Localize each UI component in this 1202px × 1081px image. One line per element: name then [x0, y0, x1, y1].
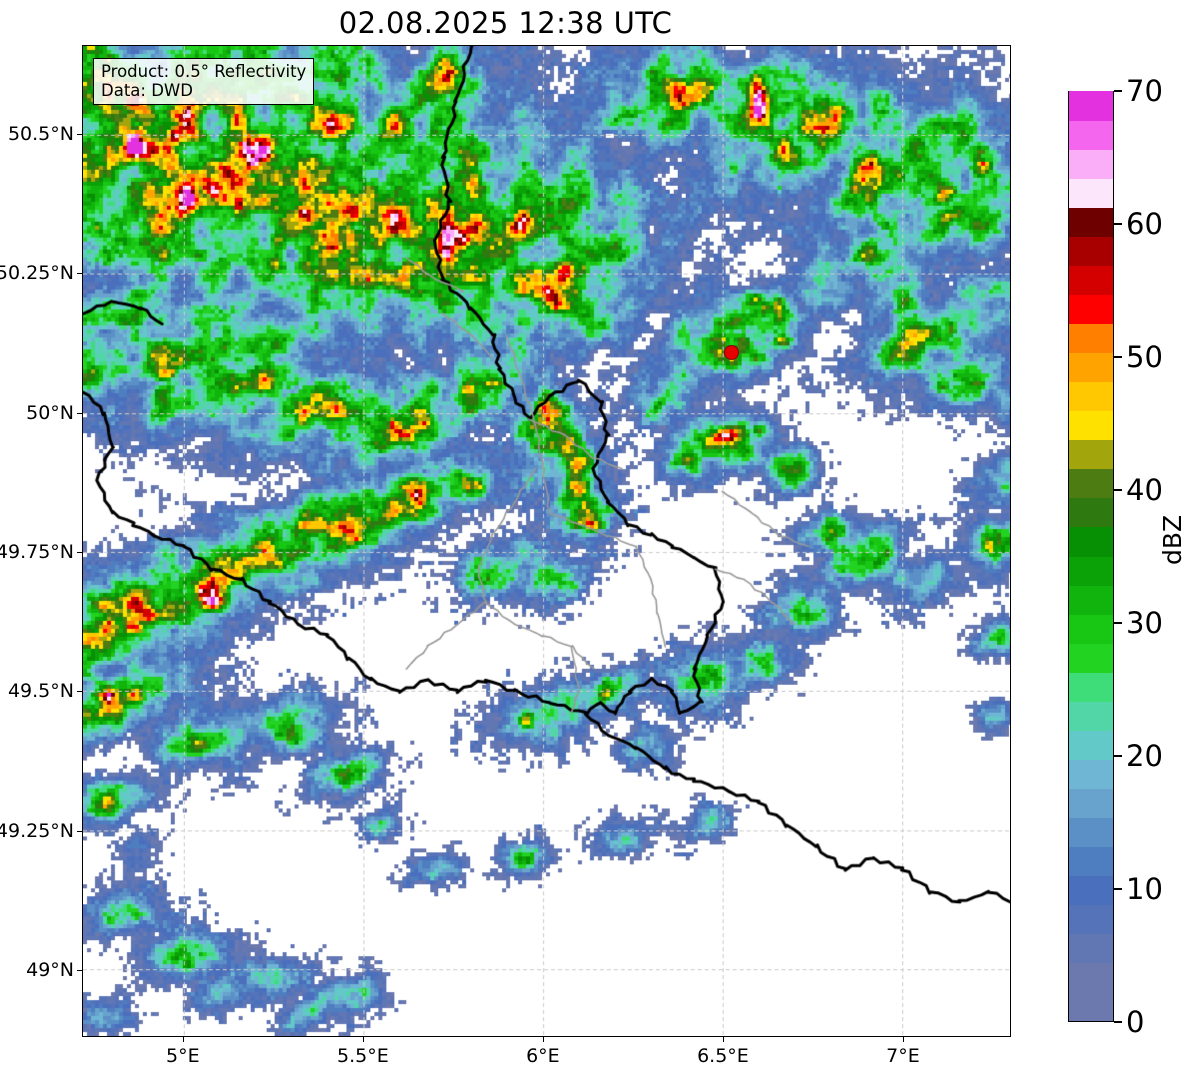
x-tick-label: 5°E [166, 1045, 200, 1067]
y-tickmark [77, 552, 82, 554]
x-tickmark [182, 1037, 184, 1042]
x-tickmark [362, 1037, 364, 1042]
colorbar-segment [1069, 468, 1113, 499]
colorbar-tick-label: 0 [1126, 1005, 1145, 1039]
colorbar-segment [1069, 178, 1113, 209]
colorbar-tickmark [1114, 489, 1122, 491]
colorbar-title: dBZ [1158, 514, 1187, 565]
colorbar-segment [1069, 120, 1113, 151]
colorbar-segment [1069, 497, 1113, 528]
y-tick-label: 50°N [26, 401, 74, 424]
x-tick-label: 6.5°E [697, 1045, 749, 1067]
colorbar-tickmark [1114, 622, 1122, 624]
colorbar-segment [1069, 526, 1113, 557]
colorbar-tick-label: 20 [1126, 739, 1163, 773]
colorbar-segment [1069, 846, 1113, 876]
info-product-line: Product: 0.5° Reflectivity [101, 62, 307, 81]
page-title: 02.08.2025 12:38 UTC [338, 6, 673, 40]
colorbar-segment [1069, 352, 1113, 383]
y-tick-label: 49.25°N [0, 819, 74, 842]
colorbar-segment [1069, 410, 1113, 441]
y-tickmark [77, 134, 82, 136]
colorbar-tickmark [1114, 356, 1122, 358]
colorbar-segment [1069, 933, 1113, 963]
map-axes: Product: 0.5° Reflectivity Data: DWD [82, 45, 1011, 1037]
x-tickmark [542, 1037, 544, 1042]
colorbar-segment [1069, 236, 1113, 267]
colorbar-gradient [1068, 91, 1114, 1022]
colorbar-segment [1069, 294, 1113, 325]
colorbar-tickmark [1114, 1021, 1122, 1023]
colorbar-tick-label: 10 [1126, 872, 1163, 906]
colorbar-tickmark [1114, 90, 1122, 92]
x-tick-label: 5.5°E [336, 1045, 389, 1067]
colorbar-segment [1069, 788, 1113, 818]
y-tickmark [77, 273, 82, 275]
colorbar-segment [1069, 614, 1113, 644]
colorbar-segment [1069, 701, 1113, 731]
colorbar-segment [1069, 904, 1113, 934]
product-info-box: Product: 0.5° Reflectivity Data: DWD [93, 58, 315, 105]
colorbar [1068, 91, 1114, 1022]
colorbar-segment [1069, 672, 1113, 702]
colorbar-tick-label: 50 [1126, 340, 1163, 374]
y-tick-label: 49.5°N [7, 680, 74, 703]
info-data-line: Data: DWD [101, 81, 193, 100]
colorbar-segment [1069, 323, 1113, 354]
y-tick-label: 49°N [26, 959, 74, 982]
colorbar-segment [1069, 381, 1113, 412]
colorbar-tick-label: 60 [1126, 207, 1163, 241]
colorbar-tick-label: 30 [1126, 606, 1163, 640]
colorbar-segment [1069, 991, 1113, 1021]
x-tickmark [722, 1037, 724, 1042]
y-tick-label: 50.5°N [7, 123, 74, 146]
y-tick-label: 50.25°N [0, 262, 74, 285]
y-tickmark [77, 970, 82, 972]
radar-site-marker[interactable] [723, 345, 739, 361]
colorbar-segment [1069, 759, 1113, 789]
colorbar-segment [1069, 643, 1113, 673]
colorbar-segment [1069, 817, 1113, 847]
x-tickmark [902, 1037, 904, 1042]
colorbar-segment [1069, 91, 1113, 122]
colorbar-segment [1069, 207, 1113, 238]
colorbar-segment [1069, 149, 1113, 180]
colorbar-segment [1069, 875, 1113, 905]
y-tick-label: 49.75°N [0, 541, 74, 564]
country-borders-layer [83, 46, 1010, 1036]
colorbar-tickmark [1114, 755, 1122, 757]
colorbar-segment [1069, 439, 1113, 470]
y-tickmark [77, 412, 82, 414]
colorbar-tick-label: 40 [1126, 473, 1163, 507]
y-tickmark [77, 830, 82, 832]
colorbar-segment [1069, 730, 1113, 760]
x-tick-label: 7°E [886, 1045, 920, 1067]
colorbar-segment [1069, 555, 1113, 586]
x-tick-label: 6°E [526, 1045, 560, 1067]
colorbar-segment [1069, 962, 1113, 992]
colorbar-tickmark [1114, 223, 1122, 225]
y-tickmark [77, 691, 82, 693]
colorbar-tick-label: 70 [1126, 74, 1163, 108]
colorbar-tickmark [1114, 888, 1122, 890]
colorbar-segment [1069, 265, 1113, 296]
colorbar-segment [1069, 584, 1113, 615]
